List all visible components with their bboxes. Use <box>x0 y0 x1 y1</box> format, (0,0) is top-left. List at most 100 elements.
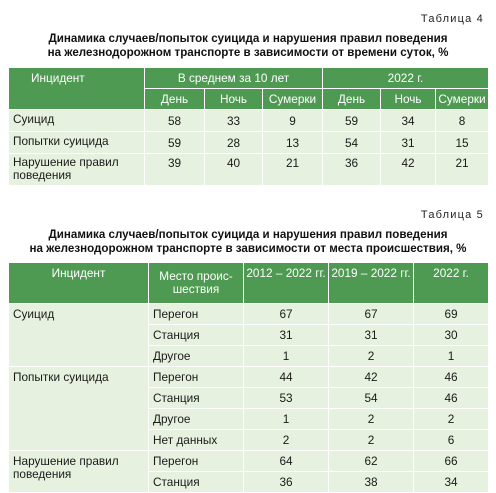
table-cell: 36 <box>243 471 329 493</box>
table-cell: 28 <box>204 131 263 154</box>
table5-header-col3: 2022 г. <box>413 262 489 304</box>
table-row: Другое 1 2 2 <box>9 408 489 430</box>
table-cell: 46 <box>413 387 489 409</box>
table5-place: Перегон <box>148 366 244 388</box>
table-cell: 42 <box>328 366 414 388</box>
table-cell: 31 <box>243 324 329 346</box>
table4-subheader: Сумерки <box>434 88 490 110</box>
incident-line1: Нарушение правил <box>13 454 119 468</box>
table-cell: 31 <box>328 324 414 346</box>
table5-header-place: Место проис- шествия <box>148 262 244 304</box>
table-cell: 2 <box>328 408 414 430</box>
table-row: Станция 36 38 34 <box>9 471 489 493</box>
table4-subheader: Ночь <box>380 88 436 110</box>
table5-caption: Динамика случаев/попыток суицида и наруш… <box>0 228 496 256</box>
table4-header-row1: Инцидент В среднем за 10 лет 2022 г. <box>8 67 490 110</box>
table-cell: 36 <box>322 153 381 186</box>
place-line1: Место проис- <box>159 269 233 283</box>
table5-group-incident: Нарушение правил поведения <box>8 450 149 493</box>
table-cell: 2 <box>328 345 414 367</box>
table4-header-group1: В среднем за 10 лет <box>144 67 323 89</box>
table5-caption-line1: Динамика случаев/попыток суицида и наруш… <box>48 228 448 241</box>
table5-place: Станция <box>148 387 244 409</box>
incident-line2: поведения <box>13 467 72 481</box>
table-cell: 33 <box>204 109 263 132</box>
table-cell: 54 <box>328 387 414 409</box>
table-cell: 1 <box>413 345 489 367</box>
table5-header-col1: 2012 – 2022 гг. <box>243 262 329 304</box>
table5-place: Другое <box>148 345 244 367</box>
table-cell: 9 <box>262 109 323 132</box>
table-cell: 8 <box>434 109 490 132</box>
table4: Инцидент В среднем за 10 лет 2022 г. Ден… <box>8 67 490 186</box>
table-cell: 30 <box>413 324 489 346</box>
table-cell: 44 <box>243 366 329 388</box>
incident-line2: поведения <box>13 168 72 182</box>
table-cell: 53 <box>243 387 329 409</box>
table4-subheader: День <box>144 88 205 110</box>
table5-place: Нет данных <box>148 429 244 451</box>
table5-place: Перегон <box>148 450 244 472</box>
table-row: Нарушение правил поведения 39 40 21 36 4… <box>8 153 490 186</box>
table5-place: Другое <box>148 408 244 430</box>
table5-header-row: Инцидент Место проис- шествия 2012 – 202… <box>8 262 489 304</box>
table5-place: Станция <box>148 471 244 493</box>
table-row: Попытки суицида 59 28 13 54 31 15 <box>8 131 490 154</box>
table-cell: 1 <box>243 408 329 430</box>
table4-row-incident: Суицид <box>8 109 145 132</box>
table-cell: 67 <box>328 303 414 325</box>
table-cell: 58 <box>144 109 205 132</box>
table-cell: 64 <box>243 450 329 472</box>
table-row: Суицид 58 33 9 59 34 8 <box>8 109 490 132</box>
table4-caption-line1: Динамика случаев/попыток суицида и наруш… <box>48 32 448 45</box>
table-cell: 69 <box>413 303 489 325</box>
table-row: Станция 31 31 30 <box>9 324 489 346</box>
table-cell: 46 <box>413 366 489 388</box>
table4-caption-line2: на железнодорожном транспорте в зависимо… <box>47 46 449 59</box>
table4-row-incident: Попытки суицида <box>8 131 145 154</box>
table-cell: 39 <box>144 153 205 186</box>
table4-header-group2: 2022 г. <box>321 67 490 89</box>
table-row: Другое 1 2 1 <box>9 345 489 367</box>
table-cell: 34 <box>380 109 436 132</box>
table-cell: 2 <box>243 429 329 451</box>
table-cell: 40 <box>204 153 263 186</box>
table5-group-incident: Суицид <box>8 303 149 367</box>
table-cell: 13 <box>262 131 323 154</box>
table-row: Суицид Перегон 67 67 69 <box>8 303 489 367</box>
place-line2: шествия <box>172 282 220 296</box>
table4-subheader: День <box>322 88 381 110</box>
table4-label: Таблица 4 <box>420 13 484 25</box>
table-cell: 66 <box>413 450 489 472</box>
table4-subheader: Ночь <box>204 88 263 110</box>
table5: Инцидент Место проис- шествия 2012 – 202… <box>8 262 489 493</box>
table-cell: 42 <box>380 153 436 186</box>
table-cell: 31 <box>380 131 436 154</box>
table5-header-col2: 2019 – 2022 гг. <box>328 262 414 304</box>
table5-caption-line2: на железнодорожном транспорте в зависимо… <box>29 242 467 255</box>
table-cell: 21 <box>434 153 490 186</box>
table-cell: 34 <box>413 471 489 493</box>
table-cell: 15 <box>434 131 490 154</box>
table-cell: 62 <box>328 450 414 472</box>
table-cell: 21 <box>262 153 323 186</box>
table5-header-incident: Инцидент <box>8 262 149 304</box>
table4-caption: Динамика случаев/попыток суицида и наруш… <box>0 32 496 60</box>
table4-header-incident: Инцидент <box>8 67 145 110</box>
incident-line1: Нарушение правил <box>13 155 119 169</box>
table-cell: 6 <box>413 429 489 451</box>
table4-subheader: Сумерки <box>262 88 323 110</box>
table5-group-incident: Попытки суицида <box>8 366 149 451</box>
table5-label: Таблица 5 <box>420 209 484 221</box>
table-cell: 54 <box>322 131 381 154</box>
table-cell: 59 <box>322 109 381 132</box>
table-row: Попытки суицида Перегон 44 42 46 <box>8 366 489 451</box>
table-cell: 67 <box>243 303 329 325</box>
table-cell: 2 <box>413 408 489 430</box>
table-cell: 1 <box>243 345 329 367</box>
table5-place: Перегон <box>148 303 244 325</box>
table-row: Нарушение правил поведения Перегон 64 62… <box>8 450 489 493</box>
table-cell: 59 <box>144 131 205 154</box>
table5-place: Станция <box>148 324 244 346</box>
table-cell: 38 <box>328 471 414 493</box>
